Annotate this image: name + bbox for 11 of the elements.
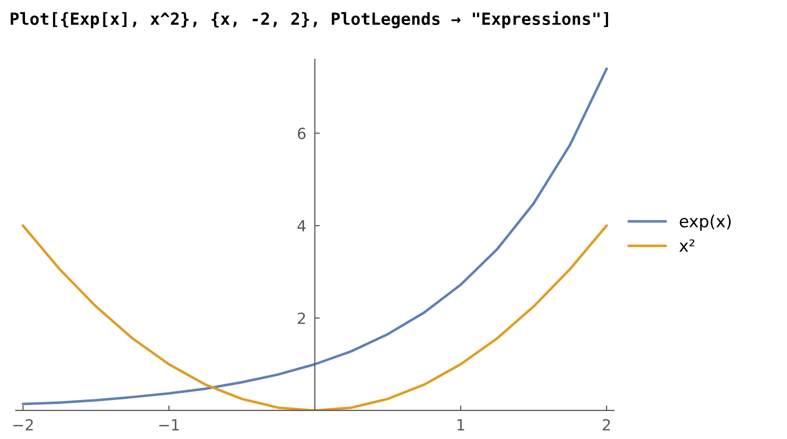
legend-label: x² (679, 239, 694, 252)
chart-title: Plot[{Exp[x], x^2}, {x, -2, 2}, PlotLegends → "Expressions"] (10, 11, 608, 28)
x-tick-label: −2 (13, 419, 33, 430)
x-tick-label: 2 (602, 419, 610, 430)
y-tick-label: 6 (298, 128, 306, 140)
y-tick-label: 4 (297, 220, 306, 232)
line-series (22, 68, 608, 406)
x-tick-label: −1 (159, 419, 179, 430)
x-tick-label: 1 (458, 419, 464, 430)
y-tick-label: 2 (298, 312, 305, 324)
legend-label: exp(x) (680, 214, 731, 231)
